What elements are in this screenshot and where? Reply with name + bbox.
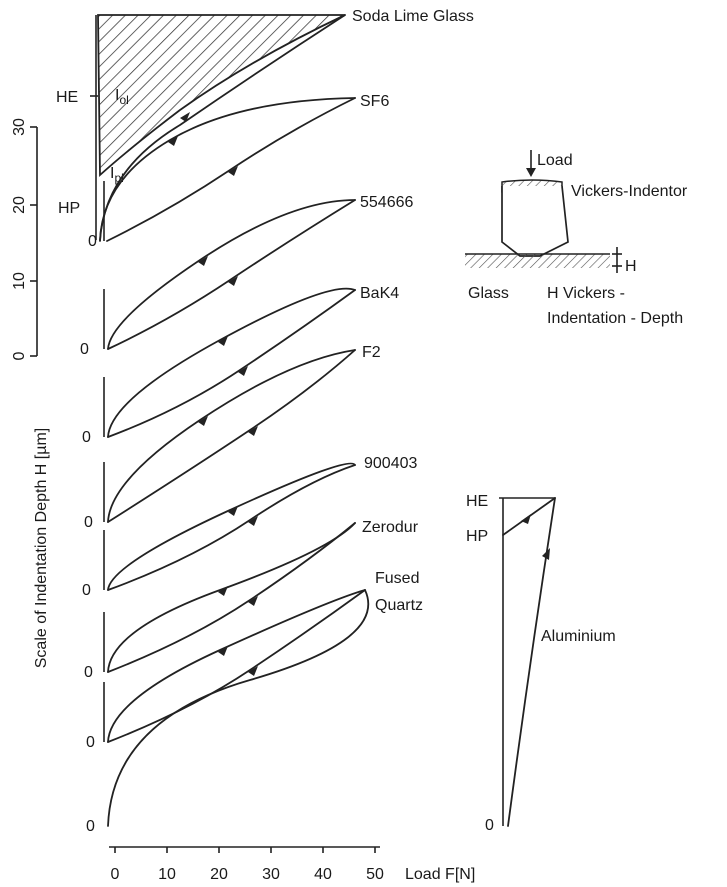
aluminium-arrow-unload <box>521 514 531 524</box>
he-label: HE <box>56 89 78 106</box>
aluminium-arrow-up <box>542 548 550 560</box>
inset-load-label: Load <box>537 152 573 169</box>
ipl-label: Ipl <box>110 165 124 185</box>
scale-tick-20: 20 <box>11 196 28 214</box>
indentor-body <box>501 185 569 257</box>
soda-lime-arrow <box>180 112 190 122</box>
curve-fused-arrow-unload <box>248 666 258 676</box>
x-tick-label: 30 <box>262 866 280 883</box>
baseline-zero: 0 <box>88 233 97 250</box>
curve-bak4-arrow-load <box>218 336 228 346</box>
baseline-zero: 0 <box>84 664 93 681</box>
y-axis-title: Scale of Indentation Depth H [µm] <box>33 428 50 668</box>
x-tick-label: 40 <box>314 866 332 883</box>
series-label-aluminium: Aluminium <box>541 628 616 645</box>
series-label-bak4: BaK4 <box>360 285 399 302</box>
curve-sf6-load <box>99 97 356 242</box>
series-label-sf6: SF6 <box>360 93 389 110</box>
inset-depth-symbol: H <box>625 258 637 275</box>
x-tick-label: 20 <box>210 866 228 883</box>
curve-554666-load <box>107 199 356 350</box>
x-tick-label: 50 <box>366 866 384 883</box>
curve-900403-unload <box>107 464 356 591</box>
baseline-zero: 0 <box>86 818 95 835</box>
baseline-zero: 0 <box>80 341 89 358</box>
x-axis-title: Load F[N] <box>405 866 475 883</box>
scale-tick-10: 10 <box>11 272 28 290</box>
load-arrow-head <box>526 168 536 177</box>
curve-f2-arrow-unload <box>248 426 258 436</box>
series-labels: Soda Lime Glass SF6 554666 BaK4 F2 90040… <box>352 8 474 614</box>
baseline-zero: 0 <box>84 514 93 531</box>
glass-curves <box>99 14 370 827</box>
inset-depth-caption-1: H Vickers - <box>547 285 625 302</box>
curve-900403-arrow-unload <box>248 516 258 526</box>
baseline-zero: 0 <box>82 582 91 599</box>
curve-f2-arrow-load <box>198 416 208 426</box>
curve-bak4-unload <box>107 289 356 438</box>
aluminium-loop: HE HP 0 Aluminium <box>466 493 616 834</box>
aluminium-load-curve <box>507 497 556 827</box>
depth-scale-bar: 30 20 10 0 <box>11 118 38 360</box>
x-tick-label: 10 <box>158 866 176 883</box>
scale-tick-30: 30 <box>11 118 28 136</box>
iol-label: Iol <box>115 87 129 107</box>
series-label-quartz: Quartz <box>375 597 423 614</box>
baseline-zero-labels: 0 0 0 0 0 0 0 0 <box>80 233 97 835</box>
x-axis-ticks: 0 10 20 30 40 50 <box>111 847 384 883</box>
soda-lime-hatch-region <box>97 14 346 177</box>
baseline-zero: 0 <box>86 734 95 751</box>
x-axis: 0 10 20 30 40 50 Load F[N] <box>109 846 475 883</box>
curve-sf6-arrow-unload <box>228 166 238 176</box>
curve-zerodur-arrow-unload <box>248 596 258 606</box>
curve-bak4-arrow-unload <box>238 366 248 376</box>
inset-indentor-label: Vickers-Indentor <box>571 183 688 200</box>
aluminium-he-label: HE <box>466 493 488 510</box>
curve-554666-arrow-load <box>198 256 208 266</box>
curve-bak4-load <box>107 287 356 438</box>
curve-sf6-arrow-load <box>168 136 178 146</box>
series-label-554666: 554666 <box>360 194 413 211</box>
curve-900403-arrow-load <box>228 506 238 516</box>
vickers-inset: Load Vickers-Indentor H Glass H Vickers … <box>465 150 688 327</box>
curve-fused-load <box>107 589 366 743</box>
series-label-zerodur: Zerodur <box>362 519 419 536</box>
curve-900403-load <box>107 462 356 591</box>
curve-f2-load <box>107 349 356 523</box>
baseline-zero: 0 <box>82 429 91 446</box>
scale-tick-0: 0 <box>11 351 28 360</box>
curve-f2-unload <box>107 349 356 523</box>
curve-zerodur-unload <box>107 522 356 673</box>
curve-zerodur-load <box>107 522 356 673</box>
aluminium-zero-label: 0 <box>485 817 494 834</box>
curve-zerodur-arrow-load <box>218 586 228 596</box>
glass-surface <box>465 254 610 268</box>
curve-fused-unload <box>107 589 366 743</box>
series-label-soda-lime-glass: Soda Lime Glass <box>352 8 474 25</box>
inset-glass-label: Glass <box>468 285 509 302</box>
series-label-fused: Fused <box>375 570 419 587</box>
curve-bottom-load <box>107 589 370 827</box>
x-tick-label: 0 <box>111 866 120 883</box>
series-label-f2: F2 <box>362 344 381 361</box>
curve-sf6-unload <box>106 97 356 242</box>
inset-depth-caption-2: Indentation - Depth <box>547 310 683 327</box>
aluminium-hp-label: HP <box>466 528 488 545</box>
curve-554666-unload <box>107 199 356 350</box>
hp-label: HP <box>58 200 80 217</box>
curve-554666-arrow-unload <box>228 276 238 286</box>
curve-fused-arrow-load <box>218 646 228 656</box>
series-label-900403: 900403 <box>364 455 417 472</box>
